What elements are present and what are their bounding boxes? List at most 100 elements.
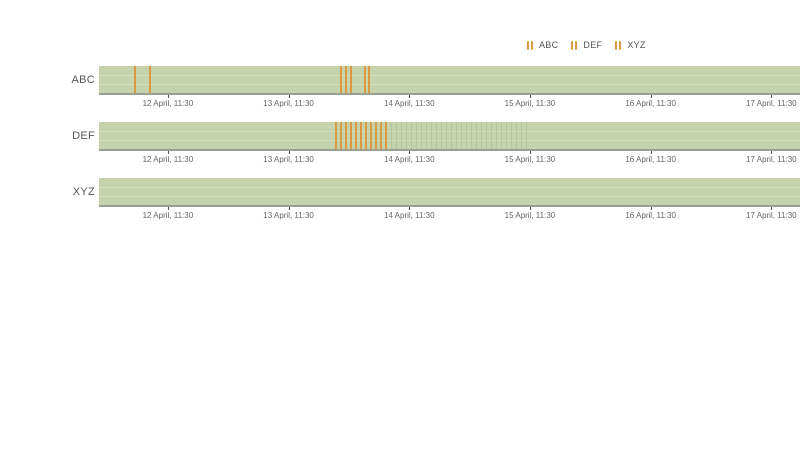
minor-event-mark <box>480 122 482 149</box>
minor-event-mark <box>450 122 452 149</box>
axis-tick <box>771 151 773 154</box>
timeline-row-def: DEF 12 April, 11:30 13 April, 11:30 14 Apri… <box>0 122 800 178</box>
axis-tick <box>167 151 169 154</box>
event-mark <box>384 122 387 149</box>
event-mark <box>339 66 342 93</box>
event-mark <box>339 122 342 149</box>
minor-event-mark <box>500 122 502 149</box>
axis-tick-label: 14 April, 11:30 <box>383 155 435 164</box>
event-mark <box>379 122 382 149</box>
band-gridline <box>99 131 800 132</box>
event-mark <box>364 122 367 149</box>
minor-event-mark <box>405 122 407 149</box>
event-mark <box>369 122 372 149</box>
legend-item-label: XYZ <box>627 40 646 50</box>
minor-event-mark <box>425 122 427 149</box>
timeline-band <box>99 66 800 95</box>
event-mark <box>349 122 352 149</box>
band-gridline <box>99 196 800 197</box>
axis-tick <box>288 207 290 210</box>
event-mark <box>133 66 136 93</box>
minor-event-mark <box>415 122 417 149</box>
minor-event-mark <box>440 122 442 149</box>
axis-tick-label: 16 April, 11:30 <box>625 155 676 164</box>
minor-event-mark <box>420 122 422 149</box>
timeline-band <box>99 122 800 151</box>
minor-event-mark <box>495 122 497 149</box>
axis-tick-label: 14 April, 11:30 <box>383 99 435 108</box>
axis-tick <box>650 95 652 98</box>
legend-double-bar-icon <box>571 40 578 50</box>
band-gridline <box>99 84 800 85</box>
axis-tick-label: 17 April, 11:30 <box>746 155 797 164</box>
axis-tick <box>529 95 531 98</box>
axis-tick <box>650 207 652 210</box>
minor-event-mark <box>400 122 402 149</box>
axis-tick <box>409 151 411 154</box>
minor-event-mark <box>510 122 512 149</box>
axis-tick-label: 13 April, 11:30 <box>263 155 314 164</box>
minor-event-mark <box>525 122 527 149</box>
axis-tick-label: 15 April, 11:30 <box>504 155 556 164</box>
minor-event-mark <box>485 122 487 149</box>
minor-event-mark <box>445 122 447 149</box>
minor-event-mark <box>505 122 507 149</box>
legend-item-def[interactable]: DEF <box>571 40 602 50</box>
chart-legend: ABC DEF XYZ <box>527 40 646 50</box>
event-mark <box>374 122 377 149</box>
axis-tick <box>529 151 531 154</box>
minor-event-mark <box>430 122 432 149</box>
axis-tick <box>167 95 169 98</box>
event-mark <box>148 66 151 93</box>
timeline-band <box>99 178 800 207</box>
event-mark <box>334 122 337 149</box>
axis-tick <box>409 207 411 210</box>
event-mark <box>367 66 370 93</box>
axis-tick-label: 15 April, 11:30 <box>504 211 556 220</box>
legend-item-abc[interactable]: ABC <box>527 40 558 50</box>
event-mark <box>344 66 347 93</box>
event-mark <box>344 122 347 149</box>
axis-tick-label: 12 April, 11:30 <box>142 99 194 108</box>
legend-item-label: DEF <box>583 40 603 50</box>
minor-event-mark <box>465 122 467 149</box>
minor-event-mark <box>460 122 462 149</box>
legend-item-xyz[interactable]: XYZ <box>615 40 645 50</box>
legend-item-label: ABC <box>539 40 559 50</box>
minor-event-mark <box>395 122 397 149</box>
band-gridline <box>99 75 800 76</box>
x-axis: 12 April, 11:30 13 April, 11:30 14 April, … <box>99 151 800 167</box>
timeline-row-xyz: XYZ 12 April, 11:30 13 April, 11:30 14 Apri… <box>0 178 800 234</box>
minor-event-mark <box>475 122 477 149</box>
minor-event-mark <box>410 122 412 149</box>
axis-tick-label: 12 April, 11:30 <box>142 211 194 220</box>
axis-tick <box>771 207 773 210</box>
minor-event-mark <box>470 122 472 149</box>
row-label: XYZ <box>72 186 95 198</box>
axis-tick-label: 12 April, 11:30 <box>142 155 194 164</box>
event-mark <box>349 66 352 93</box>
axis-tick <box>771 95 773 98</box>
event-mark <box>359 122 362 149</box>
axis-tick-label: 16 April, 11:30 <box>625 99 676 108</box>
axis-tick-label: 13 April, 11:30 <box>263 211 314 220</box>
x-axis: 12 April, 11:30 13 April, 11:30 14 April, … <box>99 207 800 223</box>
event-mark <box>363 66 366 93</box>
legend-double-bar-icon <box>615 40 622 50</box>
timeline-row-abc: ABC 12 April, 11:30 13 April, 11:30 14 Apri… <box>0 66 800 122</box>
axis-tick <box>529 207 531 210</box>
minor-event-mark <box>490 122 492 149</box>
axis-tick <box>167 207 169 210</box>
event-mark <box>354 122 357 149</box>
axis-tick-label: 14 April, 11:30 <box>383 211 435 220</box>
axis-tick <box>288 95 290 98</box>
axis-tick <box>409 95 411 98</box>
minor-event-mark <box>520 122 522 149</box>
axis-tick <box>288 151 290 154</box>
band-gridline <box>99 187 800 188</box>
minor-event-mark <box>515 122 517 149</box>
row-label: ABC <box>71 74 95 86</box>
x-axis: 12 April, 11:30 13 April, 11:30 14 April, … <box>99 95 800 111</box>
axis-tick-label: 13 April, 11:30 <box>263 99 314 108</box>
